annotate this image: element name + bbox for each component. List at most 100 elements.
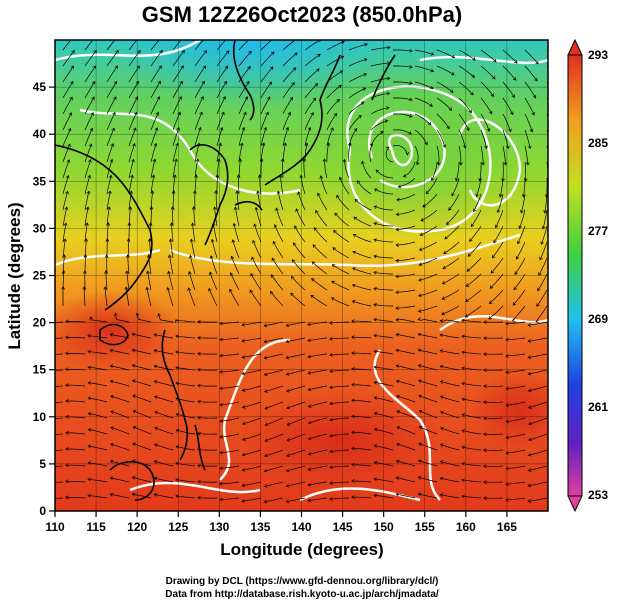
streamline xyxy=(505,369,526,373)
streamline xyxy=(194,65,206,83)
streamline xyxy=(528,433,548,441)
streamline xyxy=(395,305,416,309)
streamline-arrowhead xyxy=(417,309,422,313)
streamline xyxy=(150,96,160,115)
streamline-arrowhead xyxy=(483,416,487,421)
streamline-arrowhead xyxy=(439,333,444,338)
streamline-arrowhead xyxy=(527,499,532,503)
y-tick-label: 0 xyxy=(39,504,46,518)
streamline xyxy=(480,129,487,149)
streamline xyxy=(128,96,139,115)
streamline xyxy=(461,479,482,483)
streamline-arrowhead xyxy=(236,174,241,178)
streamline xyxy=(150,127,158,147)
streamline xyxy=(264,401,284,410)
streamline xyxy=(512,305,526,321)
streamline xyxy=(351,384,372,387)
streamline-arrowhead xyxy=(488,300,493,305)
streamline xyxy=(354,199,372,211)
streamline-arrowhead xyxy=(171,190,176,194)
streamline-arrowhead xyxy=(241,468,246,472)
streamline-arrowhead xyxy=(437,162,441,166)
streamline xyxy=(194,158,199,179)
streamline-arrowhead xyxy=(364,58,368,62)
streamline xyxy=(62,128,72,147)
streamline xyxy=(197,401,218,403)
streamline-arrowhead xyxy=(110,442,114,447)
streamline xyxy=(465,305,482,318)
y-tick-label: 35 xyxy=(33,174,47,188)
streamline xyxy=(88,397,108,403)
streamline xyxy=(216,50,230,67)
streamline xyxy=(436,97,452,111)
streamline xyxy=(304,83,318,99)
streamline xyxy=(194,81,205,99)
streamline-arrowhead xyxy=(455,177,459,182)
streamline xyxy=(418,493,438,499)
streamline xyxy=(443,241,460,254)
streamline xyxy=(172,112,181,131)
streamline-arrowhead xyxy=(275,207,279,211)
x-tick-label: 155 xyxy=(415,520,435,534)
streamline xyxy=(150,65,162,83)
streamline-arrowhead xyxy=(528,437,532,442)
x-tick-label: 135 xyxy=(250,520,270,534)
streamline-arrowhead xyxy=(329,497,333,501)
streamline-arrowhead xyxy=(235,190,239,194)
streamline-arrowhead xyxy=(351,300,356,304)
streamline xyxy=(528,465,548,471)
streamline xyxy=(158,313,174,323)
streamline xyxy=(55,321,64,323)
streamline xyxy=(541,225,548,245)
streamline xyxy=(465,289,482,302)
streamline-arrowhead xyxy=(133,127,137,132)
streamline xyxy=(418,333,438,339)
streamline-arrowhead xyxy=(153,460,158,464)
streamline-arrowhead xyxy=(334,212,338,217)
streamline xyxy=(260,127,267,147)
streamline-arrowhead xyxy=(241,405,246,409)
streamline-arrowhead xyxy=(61,286,65,290)
streamline xyxy=(304,127,311,147)
streamline-arrowhead xyxy=(87,412,92,416)
y-tick-label: 25 xyxy=(33,269,47,283)
streamline-arrowhead xyxy=(65,383,69,387)
streamline xyxy=(329,385,350,388)
streamline-arrowhead xyxy=(386,76,391,81)
streamline xyxy=(539,241,548,261)
streamline xyxy=(392,113,413,118)
streamline-arrowhead xyxy=(181,49,185,54)
streamline-arrowhead xyxy=(550,146,553,149)
streamline-arrowhead xyxy=(159,49,163,54)
streamline-arrowhead xyxy=(84,238,89,242)
streamline-arrowhead xyxy=(264,422,269,427)
streamline xyxy=(528,497,548,502)
streamline xyxy=(373,271,393,275)
streamline-arrowhead xyxy=(299,174,303,179)
streamline-arrowhead xyxy=(461,413,466,417)
streamline-arrowhead xyxy=(310,112,314,116)
streamline-arrowhead xyxy=(131,158,135,163)
streamline-arrowhead xyxy=(65,447,69,451)
streamline-arrowhead xyxy=(418,247,423,251)
streamline xyxy=(348,58,368,67)
streamline-arrowhead xyxy=(134,96,139,100)
streamline xyxy=(431,161,438,181)
streamline xyxy=(502,145,506,166)
streamline-arrowhead xyxy=(65,190,69,195)
streamline xyxy=(105,270,108,291)
streamline-arrowhead xyxy=(254,206,259,211)
streamline xyxy=(264,337,284,343)
streamline-arrowhead xyxy=(212,206,217,210)
streamline-arrowhead xyxy=(292,67,297,71)
streamline-arrowhead xyxy=(109,492,114,497)
streamline-arrowhead xyxy=(87,493,91,498)
streamline-arrowhead xyxy=(222,96,226,100)
streamline xyxy=(524,97,535,116)
streamline xyxy=(291,259,306,275)
streamline xyxy=(193,206,196,227)
streamline-arrowhead xyxy=(126,238,131,242)
streamline-arrowhead xyxy=(486,128,491,132)
streamline xyxy=(264,433,284,442)
